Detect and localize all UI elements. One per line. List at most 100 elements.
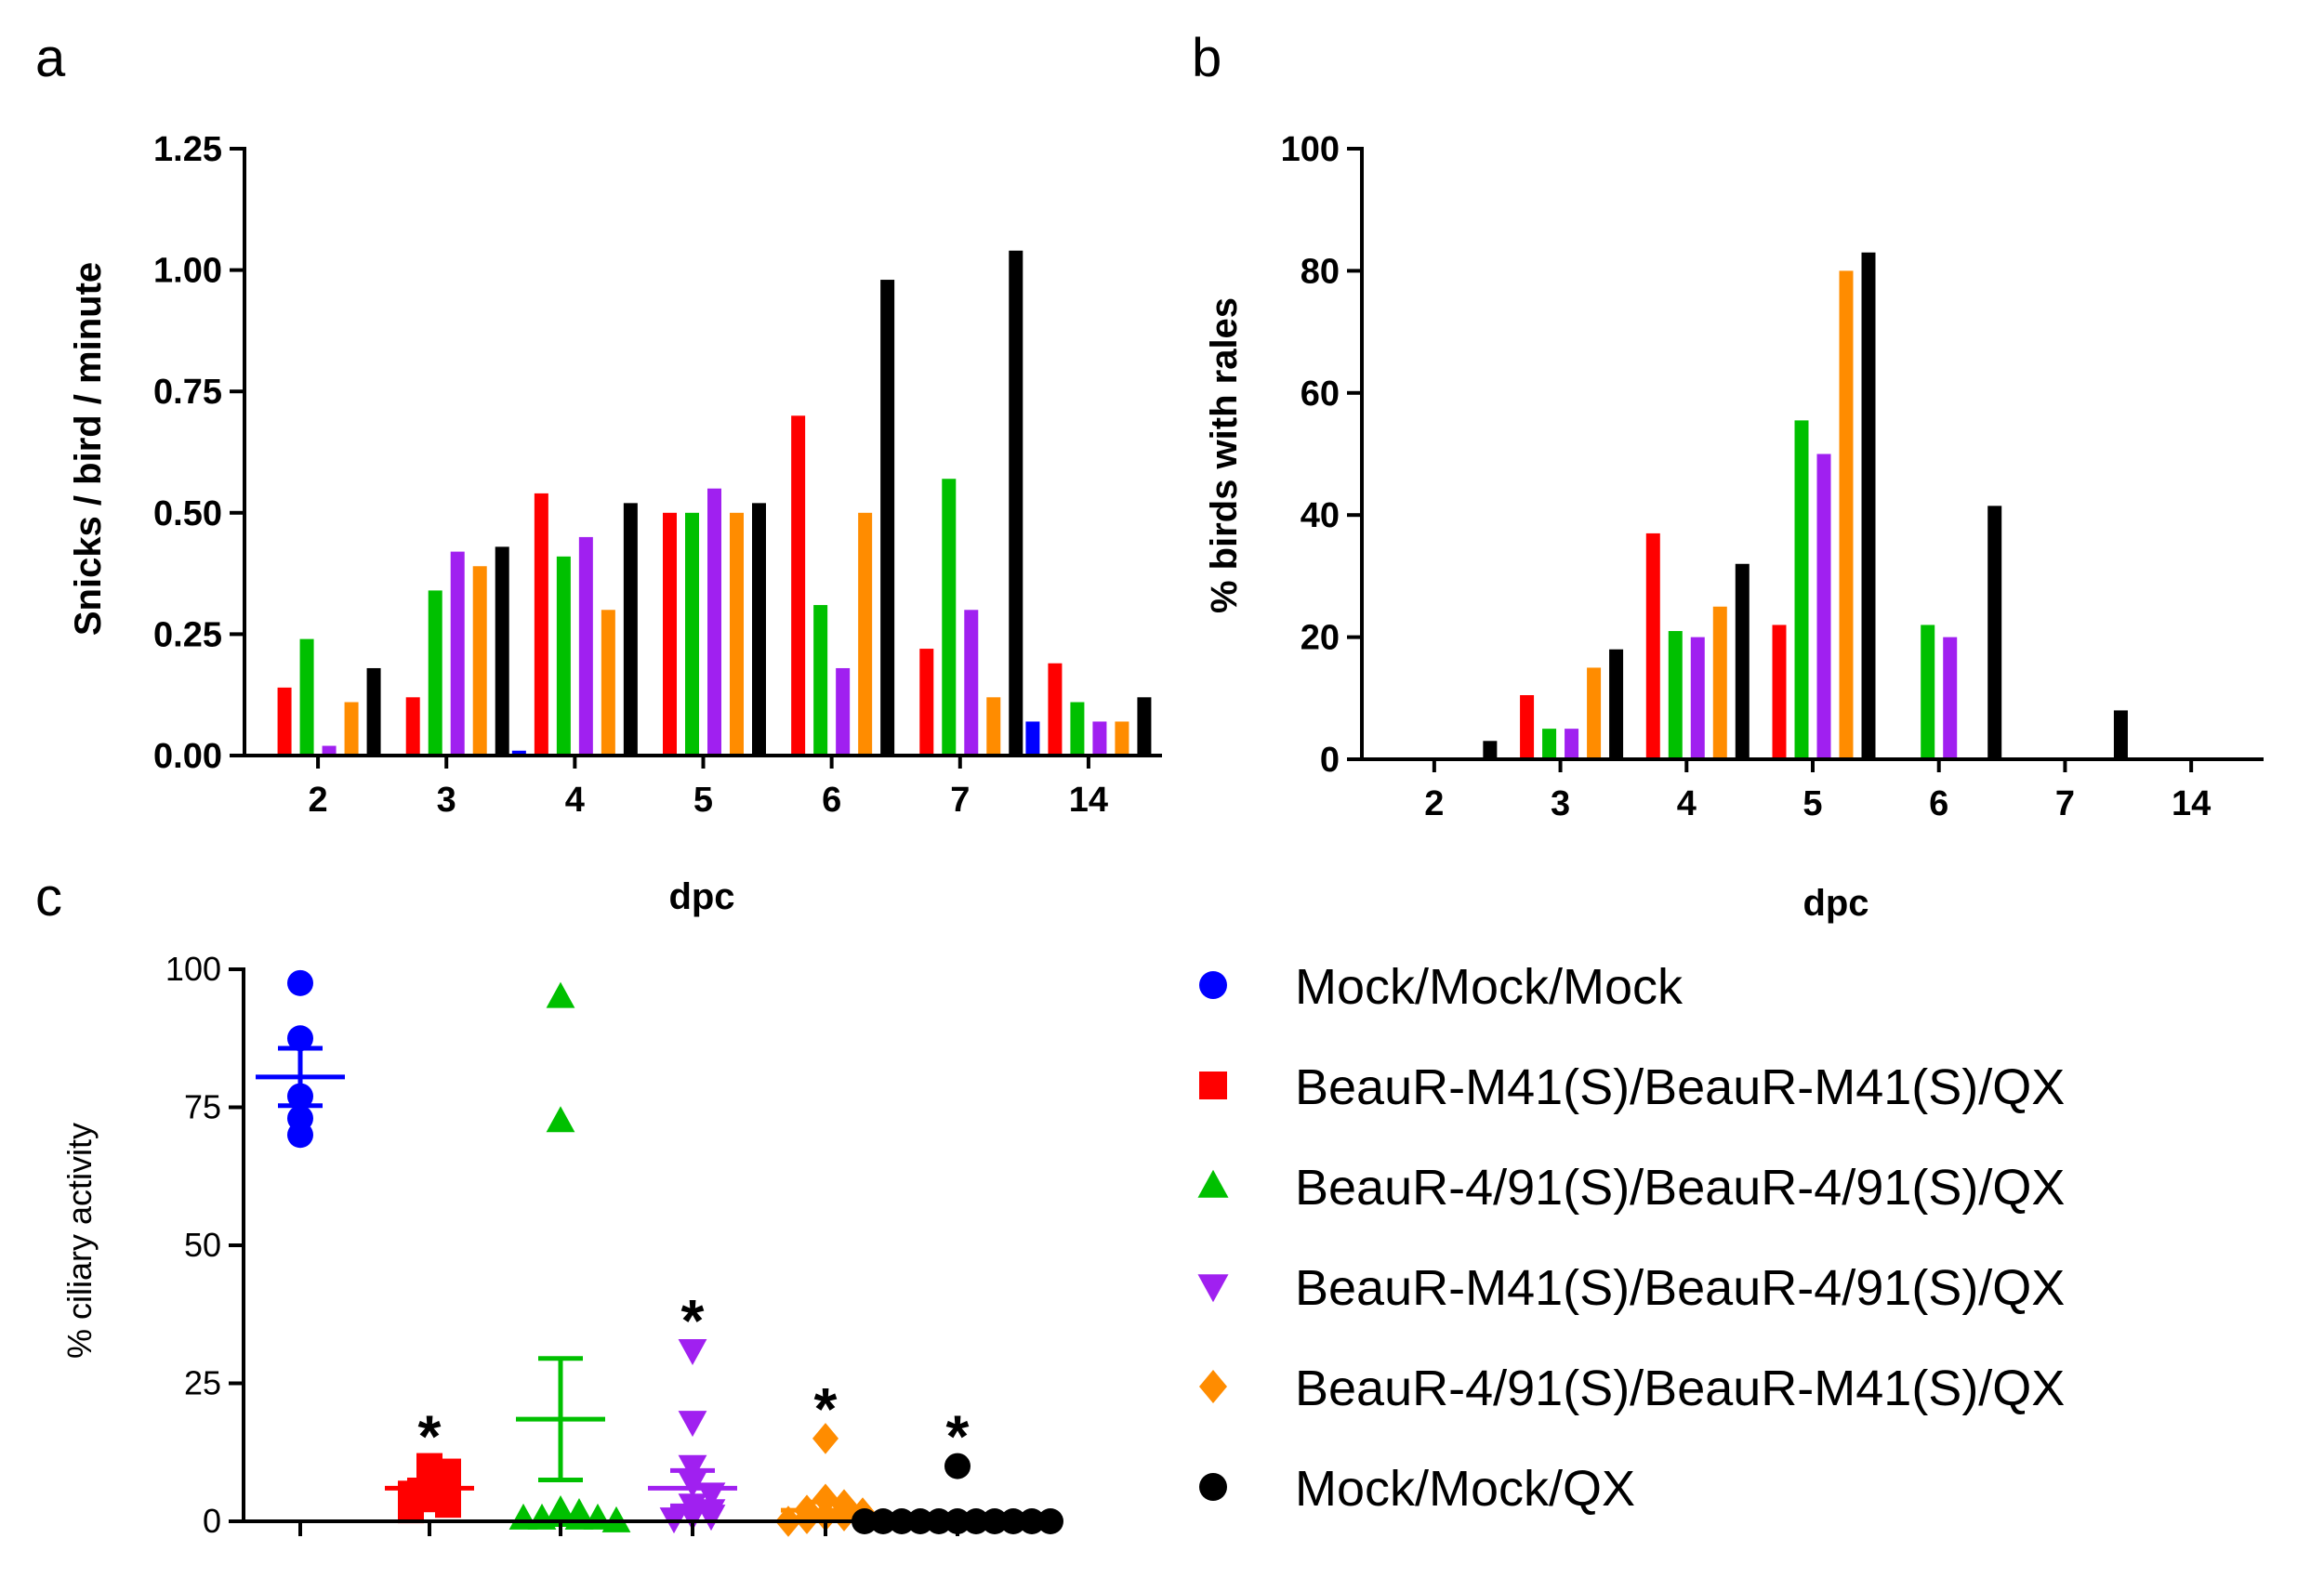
panel-a-bar-dpc4-series3 xyxy=(578,536,593,756)
panel-c-ytick-label: 75 xyxy=(184,1088,221,1126)
panel-a-bar-dpc4-series2 xyxy=(556,556,571,756)
panel-b-bar-dpc7-series5 xyxy=(2113,710,2128,759)
panel-c-point-group2 xyxy=(601,1506,631,1532)
panel-b-xtick-label: 6 xyxy=(1929,784,1948,823)
panel-c-point-group0 xyxy=(287,1025,313,1052)
panel-a-bar-dpc4-series4 xyxy=(601,610,615,756)
panel-a-bar-dpc2-series4 xyxy=(344,702,359,756)
legend-marker-5 xyxy=(1199,1473,1227,1501)
panel-a-bar-dpc14-series3 xyxy=(1092,721,1107,756)
panel-b-bar-dpc3-series3 xyxy=(1565,729,1579,759)
panel-a-xtick-label: 5 xyxy=(693,781,713,820)
panel-label-b: b xyxy=(1192,28,1221,88)
panel-b-ytick-label: 0 xyxy=(1320,741,1340,780)
panel-a-ytick-label: 0.75 xyxy=(153,373,222,412)
panel-a-bar-dpc4-series1 xyxy=(534,493,548,756)
panel-a-bar-dpc5-series2 xyxy=(685,512,699,756)
legend-label-2: BeauR-4/91(S)/BeauR-4/91(S)/QX xyxy=(1295,1160,2065,1216)
panel-c-significance-star: * xyxy=(418,1403,442,1470)
panel-c-point-group2 xyxy=(546,981,575,1008)
panel-b-ytick-label: 60 xyxy=(1301,375,1340,414)
panel-c-ylabel: % ciliary activity xyxy=(60,1123,99,1359)
panel-b-bar-dpc5-series1 xyxy=(1772,625,1787,759)
panel-c-point-group0 xyxy=(287,969,313,996)
panel-b-bar-dpc4-series3 xyxy=(1690,637,1705,759)
panel-a-bar-dpc7-series2 xyxy=(942,479,957,756)
legend-label-3: BeauR-M41(S)/BeauR-4/91(S)/QX xyxy=(1295,1260,2065,1316)
panel-a-bar-dpc6-series4 xyxy=(858,512,873,756)
panel-b-bar-chart: % birds with rales dpc 2 3 4 5 6 7 14 0 20 40 60 80… xyxy=(1204,130,2264,924)
panel-a-bar-dpc14-series4 xyxy=(1115,721,1129,756)
panel-b-xtick-label: 3 xyxy=(1551,784,1570,823)
panel-label-c: c xyxy=(35,867,62,927)
panel-b-bar-dpc5-series3 xyxy=(1816,454,1831,759)
panel-label-a: a xyxy=(35,28,66,88)
panel-a-ylabel: Snicks / bird / minute xyxy=(68,262,109,636)
panel-c-significance-star: * xyxy=(814,1375,838,1442)
panel-a-bar-dpc14-series5 xyxy=(1137,697,1152,756)
panel-c-point-group4 xyxy=(812,1483,838,1516)
panel-a-xtick-label: 6 xyxy=(822,781,841,820)
legend-marker-1 xyxy=(1199,1072,1227,1099)
panel-c-point-group4 xyxy=(812,1423,838,1454)
panel-c-ytick-label: 25 xyxy=(184,1364,221,1402)
legend-label-5: Mock/Mock/QX xyxy=(1295,1461,1635,1517)
panel-b-bar-dpc6-series2 xyxy=(1921,625,1935,759)
legend-label-0: Mock/Mock/Mock xyxy=(1295,959,1684,1015)
panel-a-xtick-label: 4 xyxy=(565,781,585,820)
panel-c-point-group5 xyxy=(944,1453,971,1479)
panel-c-point-group2 xyxy=(508,1503,538,1530)
panel-a-bar-dpc5-series5 xyxy=(752,503,766,756)
panel-b-bar-dpc4-series4 xyxy=(1712,606,1727,759)
legend-marker-0 xyxy=(1199,971,1227,999)
panel-a-bar-dpc7-series1 xyxy=(919,649,934,756)
legend-label-4: BeauR-4/91(S)/BeauR-M41(S)/QX xyxy=(1295,1361,2065,1416)
panel-a-bar-dpc2-series1 xyxy=(277,687,292,756)
panel-c-point-group3 xyxy=(678,1338,707,1365)
panel-a-bar-dpc2-series2 xyxy=(299,638,314,756)
panel-c-ytick-label: 50 xyxy=(184,1226,221,1264)
panel-b-bar-dpc4-series1 xyxy=(1645,533,1660,759)
panel-a-bar-dpc7-series3 xyxy=(964,610,979,756)
legend: Mock/Mock/Mock BeauR-M41(S)/BeauR-M41(S)/… xyxy=(1197,959,2065,1517)
panel-b-bar-dpc4-series2 xyxy=(1668,631,1683,759)
panel-a-bar-dpc5-series3 xyxy=(707,488,721,756)
panel-b-xtick-label: 5 xyxy=(1802,784,1822,823)
panel-a-ytick-label: 0.00 xyxy=(153,737,222,776)
panel-a-bar-dpc7-series4 xyxy=(986,697,1001,756)
panel-a-bar-dpc7-series5 xyxy=(1009,250,1023,756)
panel-a-bar-dpc3-series4 xyxy=(472,566,487,756)
panel-a-bar-dpc14-series1 xyxy=(1048,663,1063,756)
panel-b-xtick-label: 14 xyxy=(2172,784,2211,823)
panel-a-xtick-label: 3 xyxy=(437,781,456,820)
panel-a-xtick-label: 2 xyxy=(309,781,328,820)
panel-c-ytick-label: 0 xyxy=(203,1502,221,1540)
panel-a-bar-dpc3-series5 xyxy=(495,546,509,756)
panel-b-xtick-label: 7 xyxy=(2055,784,2075,823)
panel-c-scatter-chart: % ciliary activity * * * * 0 25 50 75 100 xyxy=(60,950,1063,1540)
legend-marker-4 xyxy=(1199,1370,1227,1403)
panel-c-significance-star: * xyxy=(681,1287,705,1354)
panel-b-bar-dpc6-series3 xyxy=(1943,637,1958,759)
panel-a-ytick-label: 0.25 xyxy=(153,615,222,654)
panel-a-bar-dpc4-series0 xyxy=(511,750,526,756)
panel-c-point-group0 xyxy=(287,1122,313,1149)
panel-a-bar-dpc3-series1 xyxy=(405,697,420,756)
panel-b-ytick-label: 80 xyxy=(1301,252,1340,291)
panel-b-xlabel: dpc xyxy=(1802,883,1868,924)
panel-a-xtick-label: 7 xyxy=(950,781,970,820)
panel-b-bar-dpc5-series2 xyxy=(1794,420,1809,759)
panel-c-point-group3 xyxy=(696,1505,726,1532)
legend-marker-3 xyxy=(1197,1274,1229,1303)
panel-a-bar-dpc2-series5 xyxy=(366,667,381,756)
panel-a-ytick-label: 1.25 xyxy=(153,130,222,169)
legend-marker-2 xyxy=(1197,1169,1229,1198)
panel-a-bar-dpc14-series0 xyxy=(1025,721,1040,756)
panel-c-significance-star: * xyxy=(946,1403,970,1470)
panel-a-bar-dpc6-series1 xyxy=(791,415,806,756)
panel-b-ylabel: % birds with rales xyxy=(1204,297,1245,613)
panel-b-ytick-label: 100 xyxy=(1281,130,1340,169)
panel-a-bar-dpc6-series5 xyxy=(880,280,895,756)
panel-a-ytick-label: 1.00 xyxy=(153,252,222,291)
